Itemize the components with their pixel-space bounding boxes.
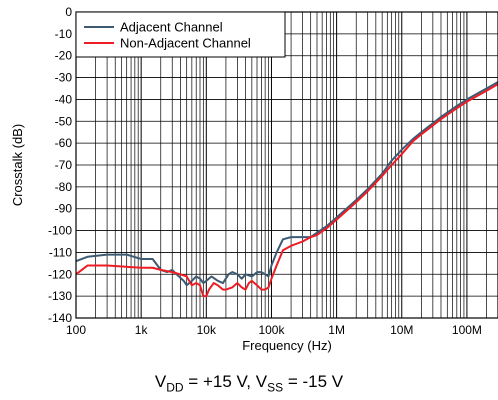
grid bbox=[75, 11, 498, 319]
plot-series bbox=[75, 81, 498, 298]
legend-box bbox=[75, 11, 286, 58]
x-tick-label: 1M bbox=[328, 323, 345, 337]
y-tick-label: 0 bbox=[65, 5, 72, 19]
y-tick-label: -10 bbox=[55, 27, 73, 41]
legend-label-non-adjacent: Non-Adjacent Channel bbox=[120, 36, 251, 51]
legend: Adjacent Channel Non-Adjacent Channel bbox=[75, 11, 286, 58]
y-tick-label: -30 bbox=[55, 71, 73, 85]
series-line-non-adjacent bbox=[75, 83, 498, 298]
plot-frame bbox=[75, 11, 498, 319]
y-tick-label: -120 bbox=[48, 267, 72, 281]
y-axis-label: Crosstalk (dB) bbox=[10, 124, 25, 206]
caption-mid: = +15 V, V bbox=[183, 372, 268, 391]
legend-label-adjacent: Adjacent Channel bbox=[120, 20, 223, 35]
y-tick-label: -90 bbox=[55, 202, 73, 216]
x-tick-label: 10k bbox=[197, 323, 217, 337]
y-tick-label: -40 bbox=[55, 92, 73, 106]
x-axis-ticks: 100 1k 10k 100k 1M 10M 100M bbox=[66, 323, 482, 337]
caption-end: = -15 V bbox=[283, 372, 344, 391]
caption-vdd: V bbox=[154, 372, 167, 391]
y-tick-label: -110 bbox=[49, 245, 72, 259]
y-tick-label: -100 bbox=[48, 224, 72, 238]
x-tick-label: 100M bbox=[452, 323, 482, 337]
x-tick-label: 1k bbox=[135, 323, 149, 337]
x-tick-label: 10M bbox=[390, 323, 413, 337]
y-tick-label: -60 bbox=[55, 136, 73, 150]
y-tick-label: -130 bbox=[48, 289, 72, 303]
caption-vss-sub: SS bbox=[267, 380, 284, 395]
x-tick-label: 100 bbox=[66, 323, 86, 337]
caption-vdd-sub: DD bbox=[166, 380, 184, 395]
x-axis-label: Frequency (Hz) bbox=[242, 338, 332, 353]
series-line-adjacent bbox=[75, 81, 498, 287]
x-tick-label: 100k bbox=[258, 323, 285, 337]
y-tick-label: -50 bbox=[55, 114, 73, 128]
y-tick-label: -70 bbox=[55, 158, 73, 172]
y-tick-label: -20 bbox=[55, 49, 73, 63]
chart-caption: VDD = +15 V, VSS = -15 V bbox=[0, 372, 498, 394]
y-tick-label: -80 bbox=[55, 180, 73, 194]
y-tick-label: -140 bbox=[48, 311, 72, 325]
y-axis-ticks: 0 -10 -20 -30 -40 -50 -60 -70 -80 -90 -100 -110 -120… bbox=[48, 5, 72, 325]
